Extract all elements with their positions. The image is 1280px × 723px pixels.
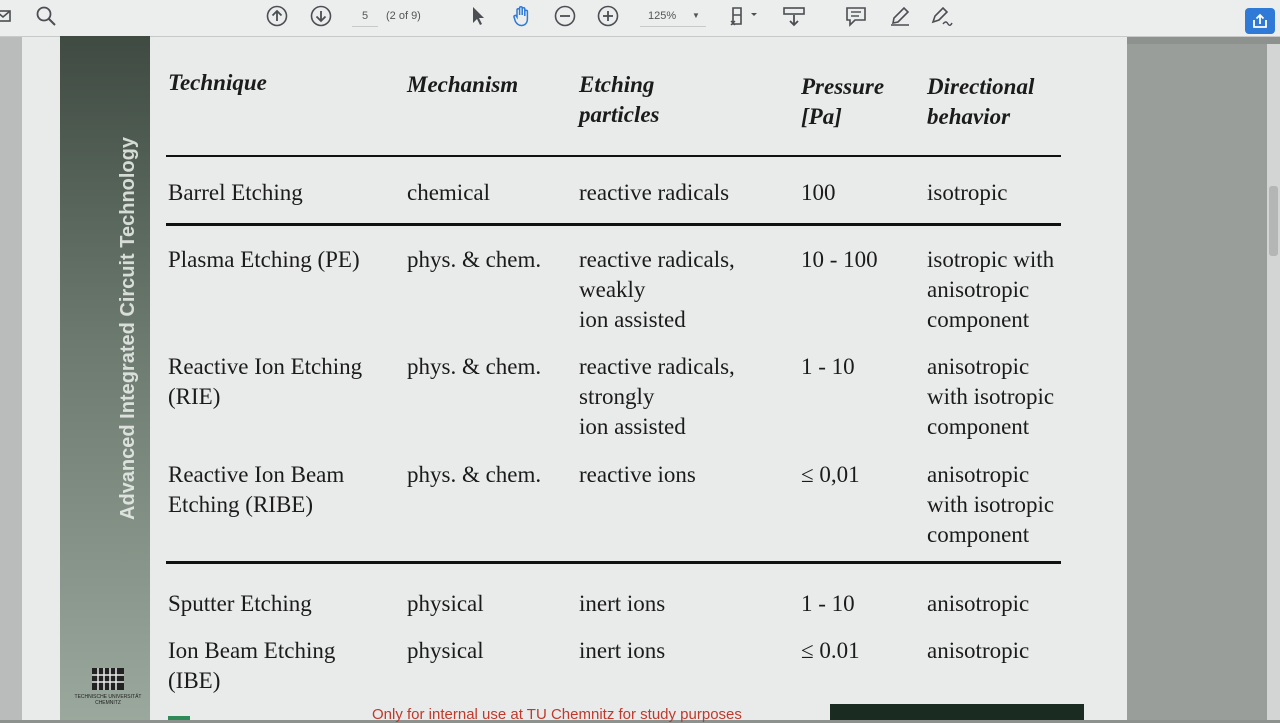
logo-text: TECHNISCHE UNIVERSITÄT CHEMNITZ bbox=[74, 694, 142, 706]
page-up-icon[interactable] bbox=[264, 0, 290, 32]
header-direction: behavior bbox=[927, 104, 1011, 129]
cell-pressure: 1 - 10 bbox=[801, 591, 855, 616]
cell-technique: (RIE) bbox=[168, 384, 221, 409]
cell-particles: weakly bbox=[579, 277, 646, 302]
zoom-plus-icon[interactable] bbox=[595, 0, 621, 32]
cell-direction: component bbox=[927, 307, 1030, 332]
university-logo-icon bbox=[92, 668, 124, 690]
cell-pressure: 1 - 10 bbox=[801, 354, 855, 379]
cell-particles: reactive radicals, bbox=[579, 354, 735, 379]
mail-icon[interactable] bbox=[0, 0, 14, 32]
cell-technique: (IBE) bbox=[168, 668, 221, 693]
pdf-page bbox=[22, 37, 1127, 720]
cell-direction: anisotropic bbox=[927, 462, 1030, 487]
cell-direction: isotropic bbox=[927, 180, 1008, 205]
zoom-select[interactable]: 125% ▼ bbox=[640, 6, 706, 27]
zoom-minus-icon[interactable] bbox=[552, 0, 578, 32]
cell-particles: inert ions bbox=[579, 591, 666, 616]
cell-pressure: ≤ 0,01 bbox=[801, 462, 860, 487]
page-number-input[interactable]: 5 bbox=[352, 6, 378, 27]
header-rule bbox=[166, 155, 1061, 157]
cell-direction: with isotropic bbox=[927, 384, 1055, 409]
cell-direction: component bbox=[927, 522, 1030, 547]
section-rule-1 bbox=[166, 223, 1061, 226]
cell-technique: Etching (RIBE) bbox=[168, 492, 313, 517]
cell-direction: component bbox=[927, 414, 1030, 439]
pdf-toolbar: 5 (2 of 9) 125% ▼ bbox=[0, 0, 1280, 37]
cell-mechanism: phys. & chem. bbox=[407, 247, 542, 272]
cell-mechanism: phys. & chem. bbox=[407, 354, 542, 379]
cell-mechanism: chemical bbox=[407, 180, 491, 205]
cell-mechanism: physical bbox=[407, 591, 484, 616]
select-cursor-icon[interactable] bbox=[466, 0, 490, 32]
cell-technique: Ion Beam Etching bbox=[168, 638, 336, 663]
zoom-value: 125% bbox=[648, 10, 677, 22]
comment-icon[interactable] bbox=[842, 0, 870, 32]
header-pressure: [Pa] bbox=[801, 104, 842, 129]
hand-tool-icon[interactable] bbox=[508, 0, 536, 32]
cell-technique: Sputter Etching bbox=[168, 591, 312, 616]
footer-note: Only for internal use at TU Chemnitz for… bbox=[372, 706, 742, 723]
slide-side-title: Advanced Integrated Circuit Technology bbox=[117, 136, 139, 520]
cell-particles: strongly bbox=[579, 384, 655, 409]
scroll-mode-icon[interactable] bbox=[780, 0, 808, 32]
header-particles: particles bbox=[579, 102, 660, 127]
section-rule-2 bbox=[166, 561, 1061, 564]
university-logo: TECHNISCHE UNIVERSITÄT CHEMNITZ bbox=[66, 664, 150, 720]
cell-technique: Plasma Etching (PE) bbox=[168, 247, 360, 272]
cell-pressure: ≤ 0.01 bbox=[801, 638, 860, 663]
cell-particles: ion assisted bbox=[579, 307, 686, 332]
cell-direction: isotropic with bbox=[927, 247, 1055, 272]
cell-direction: with isotropic bbox=[927, 492, 1055, 517]
cell-technique: Reactive Ion Etching bbox=[168, 354, 363, 379]
header-mechanism: Mechanism bbox=[407, 72, 519, 97]
cell-direction: anisotropic bbox=[927, 638, 1030, 663]
cell-particles: inert ions bbox=[579, 638, 666, 663]
footer-bar bbox=[830, 704, 1084, 720]
cell-technique: Barrel Etching bbox=[168, 180, 303, 205]
vertical-scrollbar[interactable] bbox=[1267, 44, 1280, 720]
cell-direction: anisotropic bbox=[927, 354, 1030, 379]
share-icon bbox=[1253, 13, 1267, 28]
header-particles: Etching bbox=[579, 72, 655, 97]
cell-particles: reactive ions bbox=[579, 462, 696, 487]
fit-page-icon[interactable] bbox=[726, 0, 762, 32]
cell-direction: anisotropic bbox=[927, 591, 1030, 616]
slide-side-band bbox=[60, 36, 150, 720]
share-button[interactable] bbox=[1245, 8, 1275, 34]
page-down-icon[interactable] bbox=[308, 0, 334, 32]
sign-icon[interactable] bbox=[928, 0, 956, 32]
cell-technique: Reactive Ion Beam bbox=[168, 462, 345, 487]
viewer-background bbox=[1127, 44, 1267, 720]
cell-particles: reactive radicals, bbox=[579, 247, 735, 272]
cell-direction: anisotropic bbox=[927, 277, 1030, 302]
header-technique: Technique bbox=[168, 70, 267, 95]
scrollbar-thumb[interactable] bbox=[1269, 186, 1278, 256]
page-count-label: (2 of 9) bbox=[386, 10, 421, 22]
cell-pressure: 10 - 100 bbox=[801, 247, 878, 272]
cell-mechanism: phys. & chem. bbox=[407, 462, 542, 487]
cell-mechanism: physical bbox=[407, 638, 484, 663]
header-pressure: Pressure bbox=[801, 74, 885, 99]
pen-icon[interactable] bbox=[886, 0, 914, 32]
zoom-out-icon[interactable] bbox=[32, 0, 60, 32]
cell-particles: reactive radicals bbox=[579, 180, 730, 205]
cell-pressure: 100 bbox=[801, 180, 836, 205]
cell-particles: ion assisted bbox=[579, 414, 686, 439]
left-gutter bbox=[0, 37, 22, 720]
chevron-down-icon: ▼ bbox=[692, 11, 700, 20]
footer-accent bbox=[168, 716, 190, 720]
header-direction: Directional bbox=[927, 74, 1035, 99]
